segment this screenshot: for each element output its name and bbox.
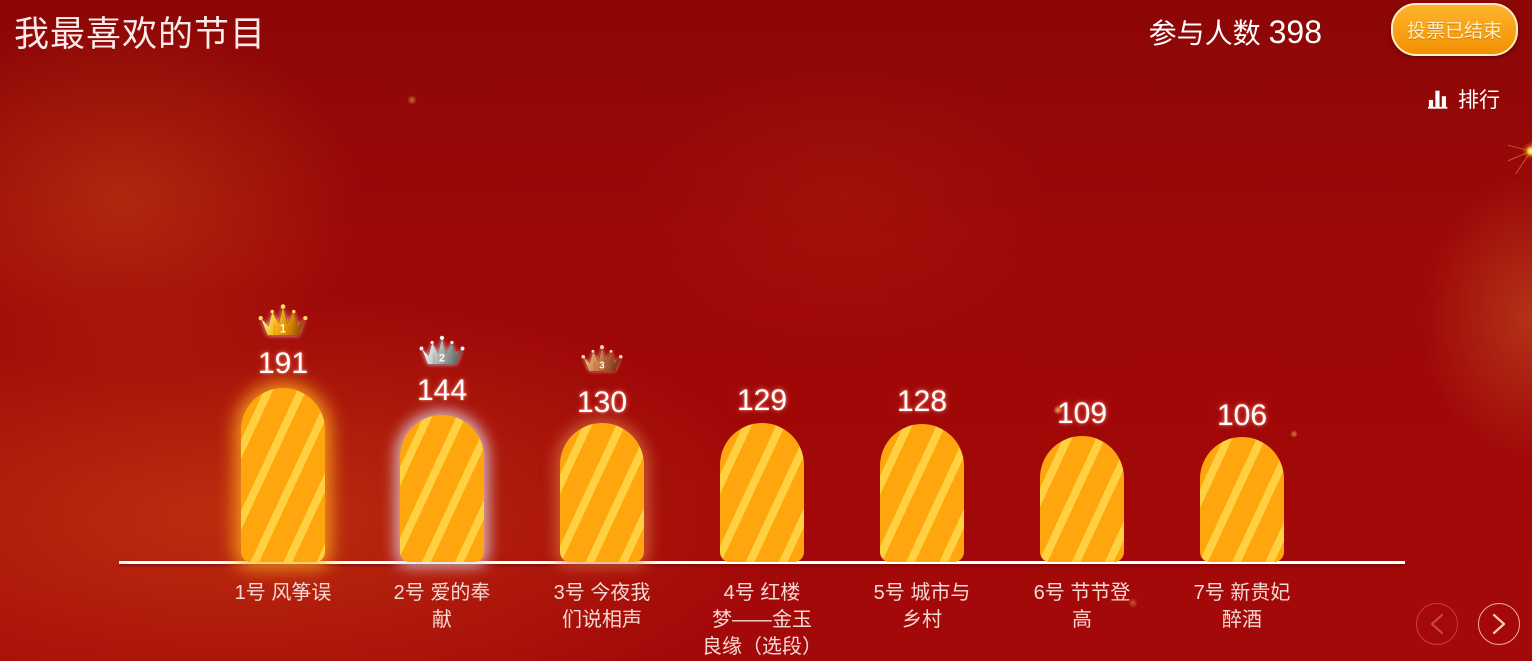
svg-text:3: 3 [599,361,605,372]
svg-text:2: 2 [439,353,445,365]
svg-text:1: 1 [280,323,287,335]
